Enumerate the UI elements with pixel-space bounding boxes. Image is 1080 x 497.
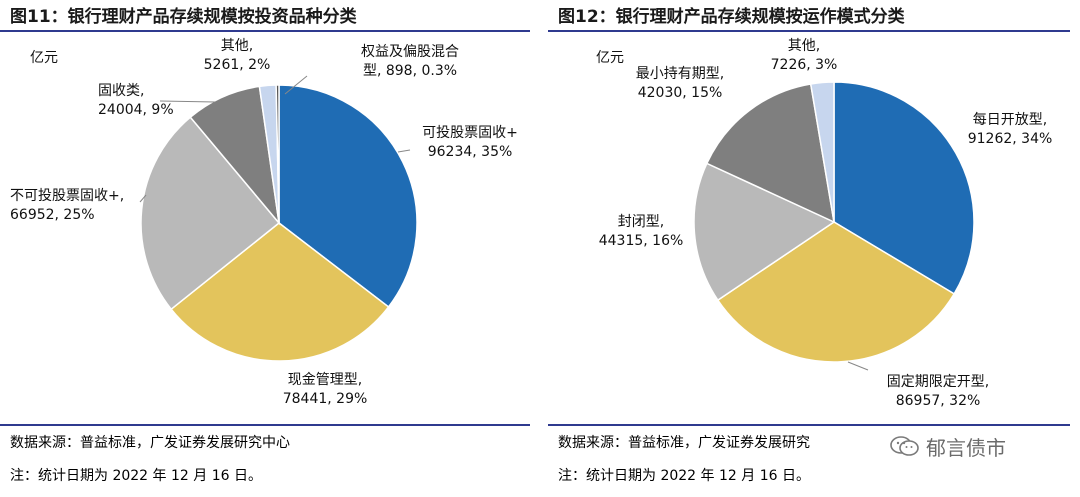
data-label-0-4-0: 其他, xyxy=(221,38,253,54)
data-label-0-4-1: 5261, 2% xyxy=(204,57,271,73)
data-label-1-1-0: 固定期限定开型, xyxy=(887,374,989,390)
unit-label: 亿元 xyxy=(596,50,624,66)
footer-rule-left xyxy=(0,424,530,426)
source-text-left: 数据来源：普益标准，广发证券发展研究中心 xyxy=(10,435,290,451)
title-rule-right xyxy=(548,30,1070,32)
data-label-1-4-1: 7226, 3% xyxy=(771,57,838,73)
data-label-0-0-1: 96234, 35% xyxy=(428,144,513,160)
data-label-0-0-0: 可投股票固收+ xyxy=(422,125,518,141)
chart-title-left: 图11：银行理财产品存续规模按投资品种分类 xyxy=(10,7,357,27)
pie-slice-1-1 xyxy=(716,221,956,363)
data-label-0-3-0: 固收类, xyxy=(98,83,144,99)
pie-slice-0-1 xyxy=(170,222,390,362)
pie-slice-1-0 xyxy=(833,81,975,295)
note-text-right: 注：统计日期为 2022 年 12 月 16 日。 xyxy=(558,468,810,484)
data-label-1-3-1: 42030, 15% xyxy=(638,85,723,101)
leader-line-0-2 xyxy=(139,194,147,203)
pie-slice-1-2 xyxy=(693,162,836,302)
leader-line-0-3 xyxy=(159,100,216,103)
wechat-icon xyxy=(890,436,919,456)
data-label-0-3-1: 24004, 9% xyxy=(98,102,174,118)
data-label-1-4-0: 其他, xyxy=(788,38,820,54)
data-label-0-1-0: 现金管理型, xyxy=(288,372,362,388)
footer-rule-right xyxy=(548,424,1070,426)
pie-slice-1-4 xyxy=(809,81,835,223)
watermark: 郁言债市 xyxy=(890,432,1070,460)
pie-slice-1-3 xyxy=(705,83,835,224)
data-label-1-3-0: 最小持有期型, xyxy=(636,66,724,82)
data-label-1-1-1: 86957, 32% xyxy=(896,393,981,409)
leader-line-0-0 xyxy=(397,149,411,153)
data-label-1-2-1: 44315, 16% xyxy=(599,233,684,249)
data-label-0-2-1: 66952, 25% xyxy=(10,207,95,223)
data-label-1-0-1: 91262, 34% xyxy=(968,131,1053,147)
note-text-left: 注：统计日期为 2022 年 12 月 16 日。 xyxy=(10,468,262,484)
chart-title-right: 图12：银行理财产品存续规模按运作模式分类 xyxy=(558,7,905,27)
leader-line-1-1 xyxy=(847,361,869,371)
chart-panel-right: 图12：银行理财产品存续规模按运作模式分类 亿元每日开放型, 91262, 34%… xyxy=(548,0,1080,497)
watermark-text: 郁言债市 xyxy=(926,435,1006,460)
data-label-1-0-0: 每日开放型, xyxy=(973,112,1047,128)
data-label-0-1-1: 78441, 29% xyxy=(283,391,368,407)
unit-label: 亿元 xyxy=(30,50,58,66)
pie-slice-0-0 xyxy=(278,84,418,309)
chart-panel-left: 图11：银行理财产品存续规模按投资品种分类 亿元可投股票固收+ 96234, 35… xyxy=(0,7,530,484)
pie-slice-0-2 xyxy=(140,116,281,311)
source-text-right: 数据来源：普益标准，广发证券发展研究 xyxy=(558,435,810,451)
data-label-0-5-1: 型, 898, 0.3% xyxy=(363,63,457,79)
leader-line-0-5 xyxy=(284,75,308,95)
data-label-0-5-0: 权益及偏股混合 xyxy=(361,44,459,60)
pie-slice-0-5 xyxy=(275,84,280,224)
data-label-0-2-0: 不可投股票固收+, xyxy=(10,188,124,204)
data-label-1-2-0: 封闭型, xyxy=(618,214,664,230)
title-rule-left xyxy=(0,30,530,32)
